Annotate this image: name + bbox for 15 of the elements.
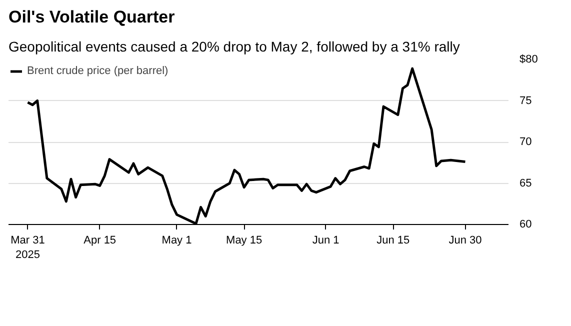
y-tick-label: 75 — [520, 94, 532, 107]
x-tick-label: Jun 15 — [376, 234, 410, 246]
legend-label: Brent crude price (per barrel) — [27, 65, 168, 77]
x-tick-label: May 15 — [226, 234, 262, 246]
x-tick-label: Apr 15 — [84, 234, 116, 246]
x-tick-label: Mar 31 2025 — [10, 234, 45, 261]
x-tick-label: May 1 — [162, 234, 192, 246]
y-tick-label: $80 — [520, 54, 538, 66]
x-tick-label: Jun 1 — [312, 234, 340, 246]
chart-title: Oil's Volatile Quarter — [8, 8, 176, 26]
chart-subtitle: Geopolitical events caused a 20% drop to May 2, followed by a 31% rally — [8, 38, 460, 54]
y-tick-label: 65 — [520, 177, 532, 190]
y-tick-label: 60 — [520, 218, 532, 230]
x-tick-label: Jun 30 — [448, 234, 482, 246]
y-tick-label: 70 — [520, 136, 532, 148]
